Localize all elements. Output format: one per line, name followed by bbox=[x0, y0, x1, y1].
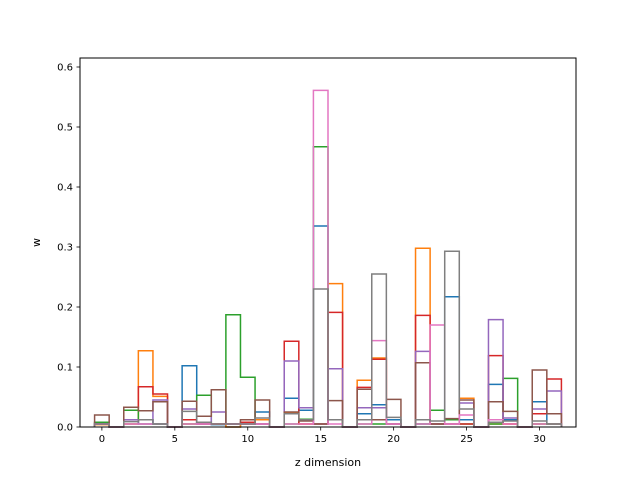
x-tick-label: 30 bbox=[533, 434, 546, 445]
x-axis-label: z dimension bbox=[295, 456, 361, 469]
plot-frame bbox=[79, 57, 577, 428]
x-tick-label: 20 bbox=[387, 434, 400, 445]
x-tick-label: 0 bbox=[99, 434, 105, 445]
x-tick-label: 15 bbox=[314, 434, 327, 445]
y-tick-label: 0.4 bbox=[57, 183, 73, 194]
x-tick-label: 5 bbox=[172, 434, 178, 445]
y-tick-label: 0.0 bbox=[57, 423, 73, 434]
axes-layer: 0 5 10 15 20 25 30 0.0 0.1 0.2 0.3 0.4 0.5 0.6 bbox=[57, 63, 546, 446]
y-tick-label: 0.6 bbox=[57, 63, 73, 74]
y-axis-label: w bbox=[30, 238, 43, 247]
y-tick-label: 0.1 bbox=[57, 363, 73, 374]
x-tick-label: 25 bbox=[460, 434, 473, 445]
y-tick-label: 0.5 bbox=[57, 123, 73, 134]
x-tick-label: 10 bbox=[241, 434, 254, 445]
y-tick-label: 0.3 bbox=[57, 243, 73, 254]
series-7-step-line bbox=[93, 250, 563, 428]
y-tick-label: 0.2 bbox=[57, 303, 73, 314]
